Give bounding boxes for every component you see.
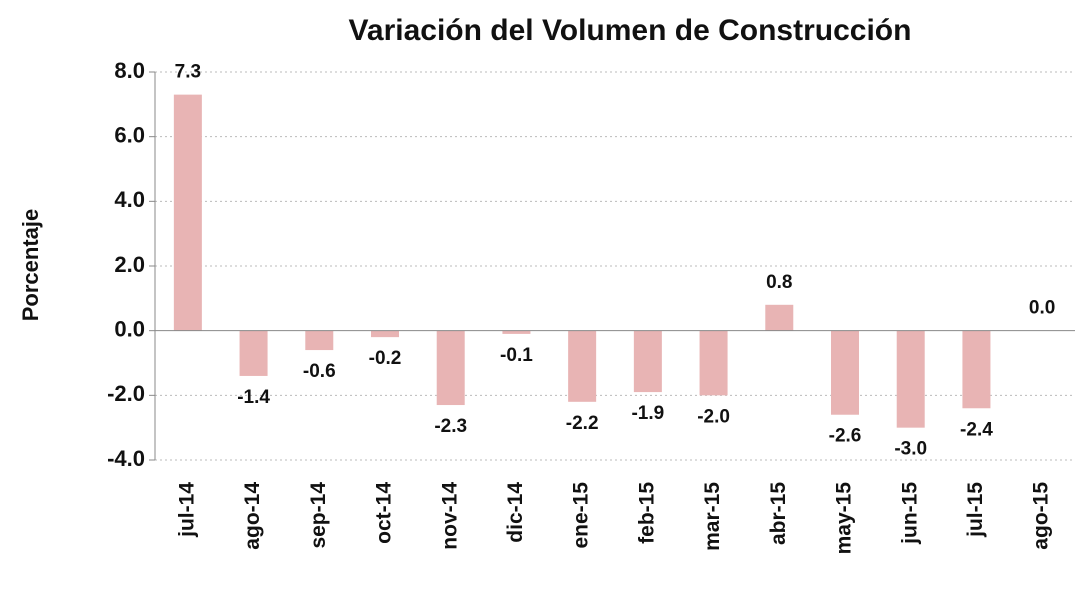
bar (633, 330, 662, 393)
data-label: 0.0 (1029, 298, 1055, 319)
data-label: 7.3 (175, 62, 201, 83)
chart-title: Variación del Volumen de Construcción (349, 14, 912, 47)
data-label: -2.0 (697, 406, 730, 427)
data-label: -0.2 (369, 348, 402, 369)
bar (305, 330, 334, 351)
x-tick-label: abr-15 (767, 482, 790, 545)
data-label: -1.4 (237, 387, 270, 408)
data-label: -1.9 (631, 403, 664, 424)
bar (239, 330, 268, 376)
bar (896, 330, 925, 428)
x-tick-label: nov-14 (438, 482, 461, 550)
y-tick-label: 4.0 (114, 187, 145, 212)
bar (173, 94, 202, 331)
x-tick-label: dic-14 (504, 482, 527, 543)
x-tick-label: ago-15 (1030, 482, 1053, 550)
y-tick-label: 0.0 (114, 316, 145, 341)
data-label: -3.0 (894, 439, 927, 460)
y-axis-label: Porcentaje (18, 209, 43, 322)
data-label: -2.4 (960, 419, 993, 440)
bar (765, 304, 794, 331)
data-label: -0.1 (500, 345, 533, 366)
data-label: -0.6 (303, 361, 336, 382)
x-tick-label: sep-14 (307, 482, 330, 549)
bar (962, 330, 991, 409)
bar (831, 330, 859, 415)
bar (699, 330, 728, 396)
x-tick-label: may-15 (833, 482, 856, 555)
x-tick-label: jun-15 (898, 482, 921, 545)
data-label: -2.6 (829, 426, 862, 447)
y-tick-label: 6.0 (114, 122, 145, 147)
bar (371, 330, 399, 338)
x-tick-label: ene-15 (570, 482, 593, 549)
x-tick-label: jul-14 (175, 482, 198, 538)
y-tick-label: -4.0 (107, 446, 145, 471)
x-tick-label: mar-15 (701, 482, 724, 551)
data-label: 0.8 (766, 272, 792, 293)
x-tick-label: feb-15 (635, 482, 658, 544)
data-label: -2.2 (566, 413, 599, 434)
y-tick-label: 8.0 (114, 58, 145, 83)
x-tick-label: ago-14 (241, 482, 264, 550)
x-tick-label: oct-14 (373, 482, 396, 544)
data-label: -2.3 (434, 416, 467, 437)
bar (502, 330, 531, 334)
y-tick-label: 2.0 (114, 252, 145, 277)
x-tick-label: jul-15 (964, 482, 987, 538)
y-tick-label: -2.0 (107, 381, 145, 406)
bar (568, 330, 597, 402)
bar (436, 330, 465, 406)
